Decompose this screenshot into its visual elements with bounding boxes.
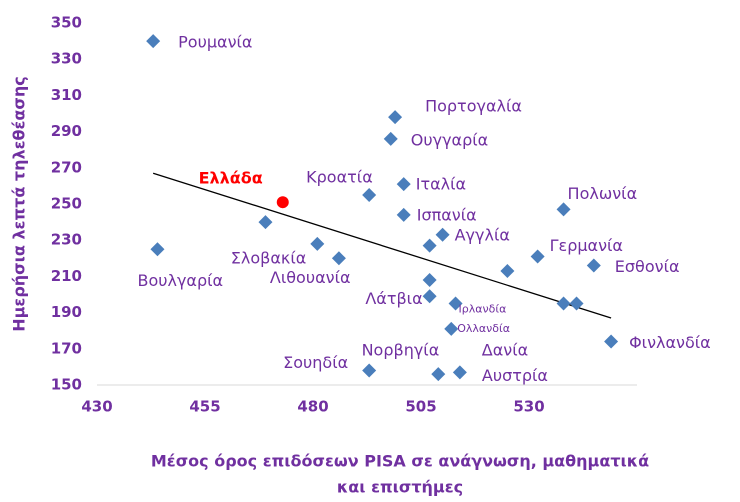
point (146, 34, 161, 49)
point (258, 215, 273, 230)
point-label: Ρουμανία (178, 33, 252, 52)
y-tick-label: 150 (51, 376, 82, 394)
point-label: Ολλανδία (457, 322, 510, 335)
point (556, 202, 571, 217)
point (422, 273, 437, 288)
point-label: Αυστρία (482, 366, 548, 385)
point (569, 296, 584, 311)
point (310, 236, 325, 251)
x-axis-label: Μέσος όρος επιδόσεων PISA σε ανάγνωση, μ… (151, 452, 649, 471)
point (362, 363, 377, 378)
point-label: Κροατία (306, 167, 373, 186)
y-tick-label: 290 (51, 122, 82, 140)
point-label: Λιθουανία (270, 268, 351, 287)
point-label: Λάτβια (365, 289, 422, 308)
point (500, 263, 515, 278)
point (444, 321, 459, 336)
point (431, 367, 446, 382)
x-tick-label: 505 (405, 398, 436, 416)
y-tick-label: 190 (51, 303, 82, 321)
y-tick-label: 210 (51, 267, 82, 285)
point-label: Ισπανία (417, 205, 477, 224)
y-tick-label: 170 (51, 339, 82, 357)
point-label: Νορβηγία (362, 341, 440, 360)
annotation: Δανία (482, 341, 528, 360)
y-tick-label: 250 (51, 195, 82, 213)
point (556, 296, 571, 311)
x-tick-label: 455 (189, 398, 220, 416)
y-axis-label: Ημερήσια λεπτά τηλεθέασης (10, 76, 29, 332)
point (604, 334, 619, 349)
y-tick-label: 350 (51, 14, 82, 32)
point-label: Βουλγαρία (137, 271, 223, 290)
y-tick-label: 330 (51, 50, 82, 68)
point-label: Ιταλία (416, 175, 466, 194)
x-tick-label: 430 (81, 398, 112, 416)
point (396, 207, 411, 222)
point (422, 238, 437, 253)
point (150, 242, 165, 257)
point (452, 365, 467, 380)
x-tick-label: 480 (297, 398, 328, 416)
point-label: Ουγγαρία (411, 130, 488, 149)
trendline (152, 172, 612, 319)
point-label: Σουηδία (283, 353, 348, 372)
point (362, 187, 377, 202)
point (396, 177, 411, 192)
point-label: Πολωνία (568, 184, 638, 203)
point-label: Εσθονία (615, 257, 680, 276)
y-tick-label: 310 (51, 86, 82, 104)
point-label: Πορτογαλία (425, 97, 522, 116)
point (530, 249, 545, 264)
x-tick-label: 530 (513, 398, 544, 416)
y-tick-label: 230 (51, 231, 82, 249)
point (276, 196, 289, 209)
x-axis-label: και επιστήμες (337, 478, 463, 497)
point-label: Αγγλία (455, 225, 510, 244)
point (435, 227, 450, 242)
point-label: Φινλανδία (629, 333, 711, 352)
point (422, 289, 437, 304)
point-label: Ιρλανδία (459, 303, 507, 316)
point (448, 296, 463, 311)
point-label: Σλοβακία (231, 248, 307, 267)
point (331, 251, 346, 266)
point (383, 131, 398, 146)
y-tick-label: 270 (51, 158, 82, 176)
point (388, 110, 403, 125)
point-label: Γερμανία (550, 236, 623, 255)
point (586, 258, 601, 273)
point-label: Ελλάδα (199, 169, 263, 188)
